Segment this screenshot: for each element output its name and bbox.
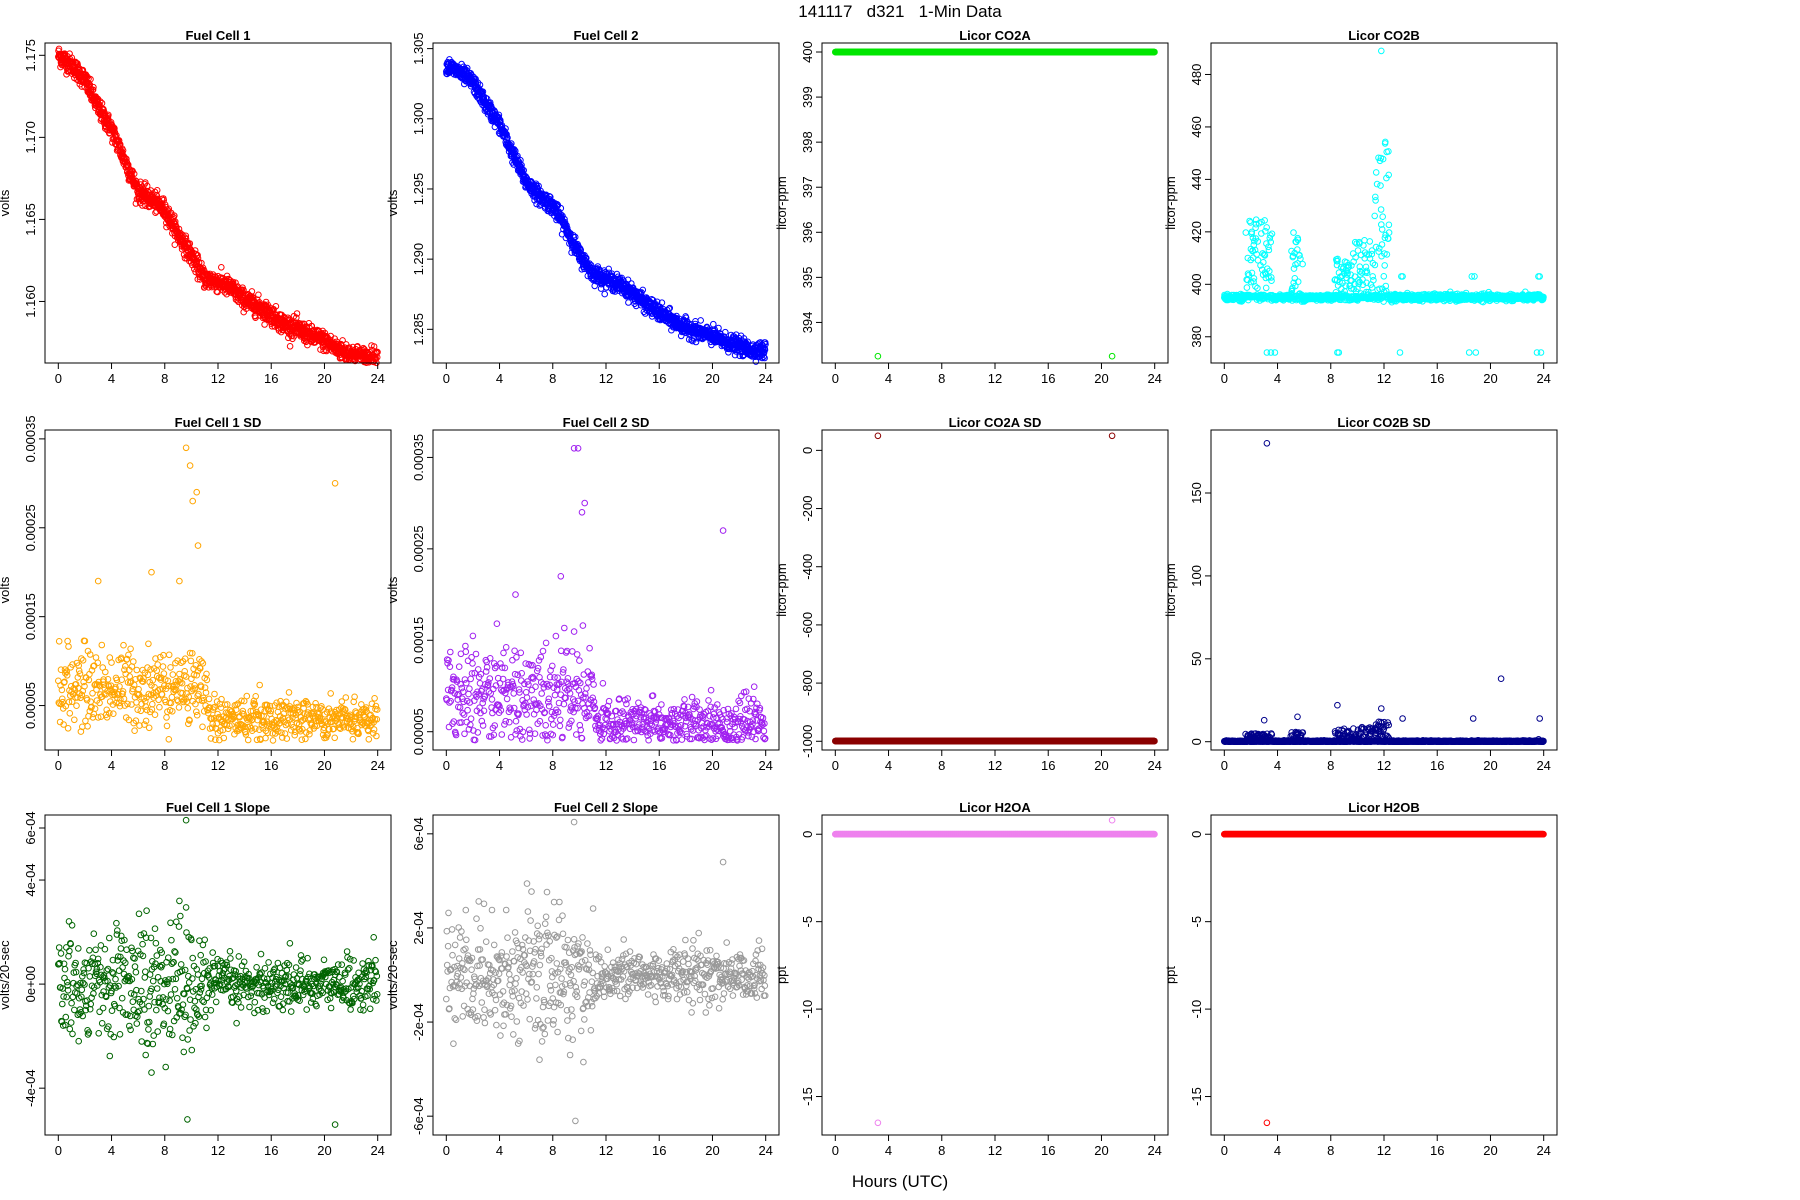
- y-tick-label: 1.305: [411, 32, 426, 65]
- x-tick-label: 4: [496, 371, 503, 386]
- data-point: [1262, 284, 1270, 292]
- y-tick-label: 1.290: [411, 243, 426, 276]
- data-point: [218, 264, 225, 271]
- data-point: [1242, 229, 1250, 236]
- data-point: [111, 125, 118, 132]
- data-point: [90, 83, 97, 91]
- y-axis-label: volts: [385, 189, 400, 216]
- data-point: [153, 187, 161, 194]
- data-point: [625, 299, 632, 306]
- y-axis-label: licor-ppm: [774, 176, 789, 229]
- x-tick-label: 16: [264, 371, 278, 386]
- data-point: [127, 169, 135, 176]
- y-tick-label: 400: [800, 41, 815, 63]
- plot-frame: [44, 42, 392, 364]
- x-tick-label: 0: [832, 371, 839, 386]
- data-point: [147, 187, 155, 194]
- y-tick-label: 1.285: [411, 313, 426, 346]
- y-tick-label: 399: [800, 86, 815, 108]
- data-point: [160, 196, 167, 204]
- data-point: [710, 320, 717, 328]
- x-tick-label: 24: [370, 371, 384, 386]
- x-tick-label: 12: [988, 371, 1002, 386]
- data-point: [89, 86, 97, 94]
- data-point: [1108, 352, 1116, 360]
- x-tick-label: 12: [211, 371, 225, 386]
- x-tick-label: 0: [443, 371, 450, 386]
- points-fc2: [443, 56, 769, 365]
- data-point: [105, 111, 112, 119]
- points-co2a: [832, 48, 1158, 360]
- data-point: [87, 75, 94, 83]
- x-tick-label: 24: [1147, 371, 1161, 386]
- y-axis-label: volts: [0, 189, 12, 216]
- y-tick-label: 1.165: [23, 203, 38, 236]
- data-point: [697, 317, 705, 324]
- data-point: [98, 99, 106, 107]
- panel-title: Fuel Cell 1: [185, 28, 250, 43]
- data-point: [124, 161, 132, 168]
- y-tick-label: 398: [800, 131, 815, 153]
- y-tick-label: 1.295: [411, 173, 426, 206]
- data-point: [261, 321, 268, 328]
- x-tick-label: 24: [758, 371, 772, 386]
- panel-title: Licor CO2A: [959, 28, 1031, 43]
- x-tick-label: 4: [108, 371, 115, 386]
- x-tick-label: 12: [599, 371, 613, 386]
- data-point: [601, 290, 609, 298]
- y-tick-label: 1.300: [411, 103, 426, 136]
- panel-title: Fuel Cell 2: [573, 28, 638, 43]
- data-point: [144, 187, 151, 195]
- x-tick-label: 0: [55, 371, 62, 386]
- x-tick-label: 16: [1041, 371, 1055, 386]
- x-tick-label: 20: [317, 371, 331, 386]
- data-point: [139, 202, 146, 209]
- x-tick-label: 20: [705, 371, 719, 386]
- y-tick-label: 396: [800, 221, 815, 243]
- figure-title: 141117 d321 1-Min Data: [798, 2, 1002, 21]
- data-point: [142, 179, 149, 186]
- points-fc1: [55, 45, 381, 367]
- plot-frame: [821, 42, 1169, 364]
- x-tick-label: 8: [549, 371, 556, 386]
- data-point: [130, 170, 138, 178]
- data-point: [1243, 284, 1251, 291]
- panel-fc2: Fuel Cell 2 0 4 8 12 16 20 24 1.285 1.290 1.295 1.3…: [385, 28, 780, 386]
- y-tick-label: 1.170: [23, 121, 38, 154]
- panel-co2a: Licor CO2A 0 4 8 12 16 20 24 394 395 396 397 398 399 4…: [774, 28, 1169, 386]
- x-tick-label: 8: [161, 371, 168, 386]
- points-co2b: [1221, 47, 1547, 356]
- data-point: [1290, 229, 1297, 236]
- x-tick-label: 20: [1094, 371, 1108, 386]
- x-tick-label: 16: [652, 371, 666, 386]
- y-tick-label: 1.175: [23, 39, 38, 72]
- data-point: [96, 98, 104, 105]
- data-point: [171, 241, 179, 248]
- data-point: [76, 67, 83, 74]
- y-tick-label: 395: [800, 267, 815, 289]
- data-point: [74, 61, 81, 69]
- x-tick-label: 4: [885, 371, 892, 386]
- data-point: [132, 200, 140, 207]
- y-tick-label: 394: [800, 312, 815, 334]
- y-tick-label: 1.160: [23, 285, 38, 318]
- x-tick-label: 8: [938, 371, 945, 386]
- data-point: [286, 343, 294, 350]
- panel-fc1: Fuel Cell 1 0 4 8 12 16 20 24 1.160 1.165 1.170 1.1…: [0, 28, 392, 386]
- y-tick-label: 397: [800, 176, 815, 198]
- data-point: [74, 63, 82, 71]
- data-point: [874, 352, 882, 360]
